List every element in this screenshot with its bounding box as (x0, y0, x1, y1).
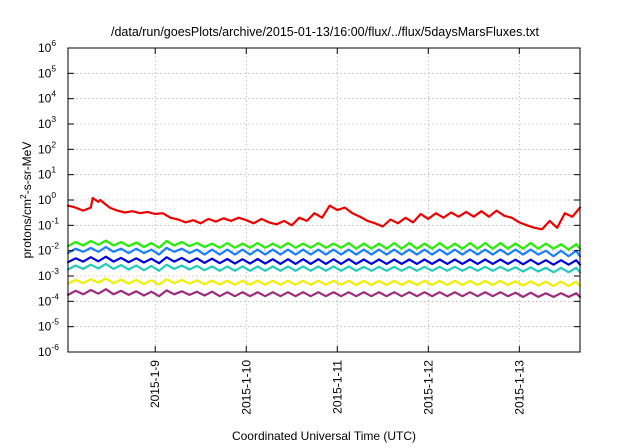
series-line (66, 239, 582, 251)
series-lines (66, 196, 582, 298)
y-tick-label: 10-5 (38, 317, 59, 334)
y-tick-label: 105 (38, 63, 56, 80)
axis-ticks: 10-6 10-5 10-4 10-3 10-2 10-1 100 101 102 103 104 1… (38, 38, 580, 415)
series-line (66, 196, 582, 231)
series-line (66, 255, 582, 266)
series-line (66, 262, 582, 274)
x-axis-label: Coordinated Universal Time (UTC) (232, 429, 416, 443)
y-tick-label: 106 (38, 38, 56, 55)
y-tick-label: 104 (38, 89, 56, 106)
y-axis-label: protons/cm2-s-sr-MeV (18, 142, 34, 259)
y-tick-label: 10-6 (38, 342, 59, 359)
chart-title: /data/run/goesPlots/archive/2015-01-13/1… (111, 25, 540, 39)
y-tick-label: 103 (38, 114, 56, 131)
x-tick-label: 2015-1-10 (239, 360, 253, 415)
y-tick-label: 10-3 (38, 266, 59, 283)
x-tick-label: 2015-1-13 (512, 360, 526, 415)
x-tick-label: 2015-1-9 (148, 360, 162, 408)
series-line (66, 245, 582, 258)
series-line (66, 277, 582, 288)
y-axis-label-group: protons/cm2-s-sr-MeV (18, 142, 34, 259)
x-tick-label: 2015-1-12 (421, 360, 435, 415)
y-tick-label: 10-4 (38, 291, 59, 308)
y-tick-label: 102 (38, 139, 56, 156)
y-tick-label: 101 (38, 165, 56, 182)
series-line (66, 288, 582, 298)
x-tick-label: 2015-1-11 (330, 360, 344, 414)
y-tick-label: 10-1 (38, 215, 59, 232)
y-tick-label: 100 (38, 190, 56, 207)
y-tick-label: 10-2 (38, 241, 59, 258)
